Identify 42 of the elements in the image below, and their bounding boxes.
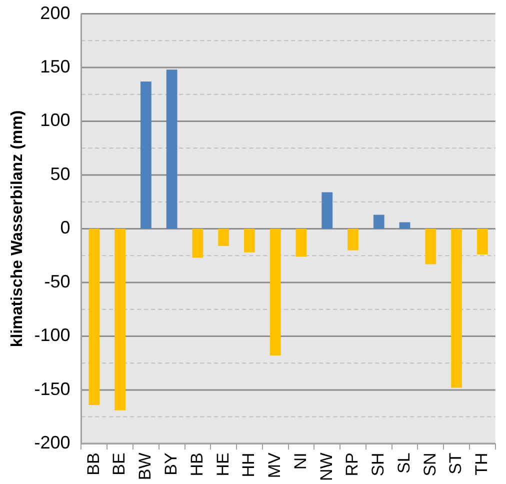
x-tick-label: ST [446, 452, 466, 474]
x-tick-label: RP [342, 452, 362, 476]
x-tick-label: BE [110, 452, 129, 476]
bar [270, 228, 281, 356]
bar [373, 214, 384, 229]
x-tick-label: HB [187, 452, 206, 476]
y-tick-label: 100 [40, 110, 70, 130]
bar [476, 228, 488, 255]
bar [348, 228, 358, 250]
x-tick-label: SL [394, 452, 414, 474]
bar [88, 228, 100, 405]
bar [166, 70, 178, 229]
y-tick-label: 0 [60, 218, 70, 238]
y-tick-label: 150 [40, 56, 70, 77]
x-tick-label: HE [213, 452, 232, 476]
x-tick-label: SN [420, 452, 440, 476]
bar [322, 192, 333, 229]
y-tick-label: 200 [40, 2, 70, 23]
x-tick-label: BW [136, 452, 155, 480]
x-tick-label: TH [472, 452, 492, 476]
y-tick-label: -200 [34, 432, 70, 453]
y-axis-title: klimatische Wasserbilanz (mm) [9, 110, 26, 348]
bar [192, 228, 204, 258]
bar [114, 228, 126, 410]
x-tick-label: BY [162, 452, 181, 476]
x-tick-label: NW [316, 452, 336, 482]
bar [244, 228, 255, 252]
bar [451, 228, 462, 388]
bar [399, 222, 410, 229]
y-tick-label: 50 [50, 164, 70, 184]
x-tick-label: HH [239, 452, 258, 478]
x-tick-label: MV [265, 452, 284, 478]
x-tick-label: SH [368, 452, 388, 476]
bar [140, 82, 152, 229]
y-tick-label: -50 [44, 271, 70, 292]
bar [218, 228, 230, 246]
bar [296, 228, 307, 257]
y-tick-label: -100 [34, 325, 70, 346]
x-tick-label: NI [290, 452, 310, 470]
bar [425, 228, 436, 264]
x-tick-label: BB [84, 452, 103, 476]
y-tick-label: -150 [34, 378, 70, 399]
